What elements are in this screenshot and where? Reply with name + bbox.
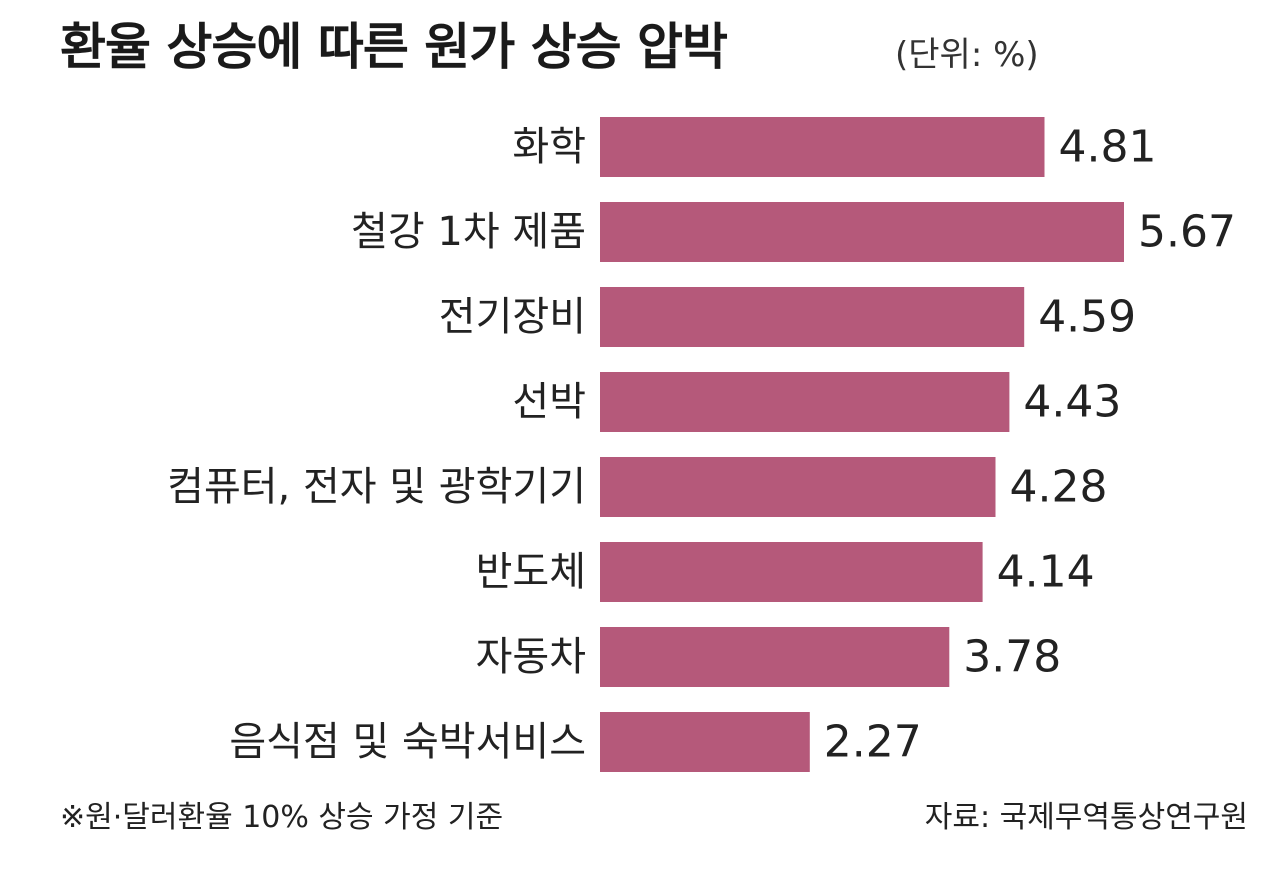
category-label-0: 화학 (512, 124, 586, 170)
bar-2 (600, 287, 1025, 347)
bar-4 (600, 457, 996, 517)
bar-1 (600, 202, 1124, 262)
value-label-5: 4.14 (997, 547, 1095, 598)
category-label-3: 선박 (512, 379, 586, 425)
source-note: 자료: 국제무역통상연구원 (924, 800, 1248, 835)
bar-7 (600, 712, 810, 772)
value-label-3: 4.43 (1023, 377, 1121, 428)
value-label-4: 4.28 (1010, 462, 1108, 513)
category-label-1: 철강 1차 제품 (351, 209, 586, 255)
footnote: ※원·달러환율 10% 상승 가정 기준 (60, 800, 504, 835)
category-label-4: 컴퓨터, 전자 및 광학기기 (167, 464, 586, 510)
bar-6 (600, 627, 950, 687)
bar-3 (600, 372, 1010, 432)
chart-title: 환율 상승에 따른 원가 상승 압박 (60, 18, 728, 76)
value-label-2: 4.59 (1038, 292, 1136, 343)
category-label-6: 자동차 (476, 634, 586, 680)
category-label-7: 음식점 및 숙박서비스 (229, 719, 586, 765)
bar-chart: 화학 4.81 철강 1차 제품 5.67 전기장비 4.59 선박 4.43 컴퓨터, 전자 … (167, 117, 1236, 772)
bar-0 (600, 117, 1045, 177)
value-label-6: 3.78 (963, 632, 1061, 683)
bar-5 (600, 542, 983, 602)
category-label-5: 반도체 (476, 549, 586, 595)
category-label-2: 전기장비 (439, 294, 586, 340)
value-label-1: 5.67 (1138, 207, 1236, 258)
value-label-7: 2.27 (824, 717, 922, 768)
value-label-0: 4.81 (1059, 122, 1157, 173)
unit-label: (단위: %) (895, 35, 1039, 75)
